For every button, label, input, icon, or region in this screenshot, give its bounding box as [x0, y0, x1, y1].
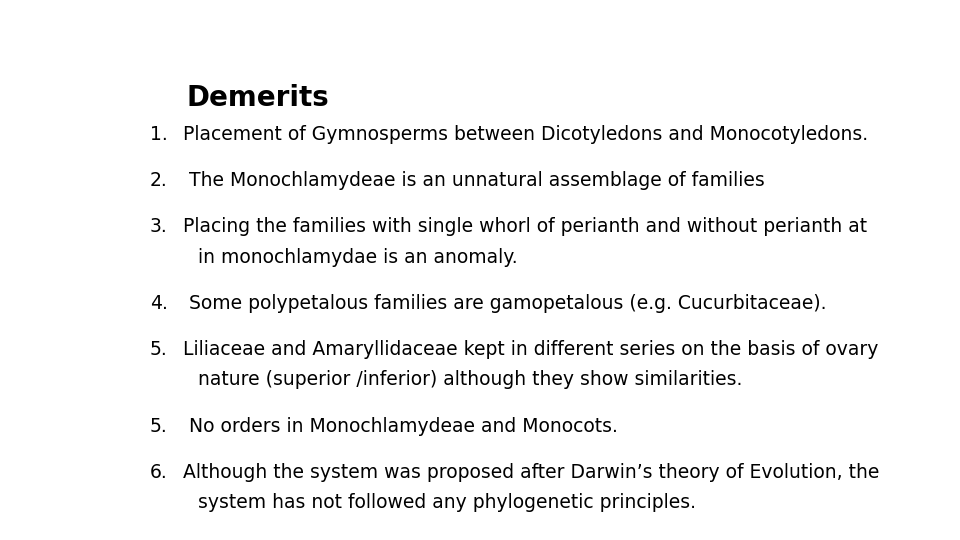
- Text: 4.: 4.: [150, 294, 168, 313]
- Text: Placement of Gymnosperms between Dicotyledons and Monocotyledons.: Placement of Gymnosperms between Dicotyl…: [183, 125, 869, 144]
- Text: 5.: 5.: [150, 416, 167, 436]
- Text: 1.: 1.: [150, 125, 167, 144]
- Text: in monochlamydae is an anomaly.: in monochlamydae is an anomaly.: [198, 248, 517, 267]
- Text: Placing the families with single whorl of perianth and without perianth at: Placing the families with single whorl o…: [183, 218, 868, 237]
- Text: The Monochlamydeae is an unnatural assemblage of families: The Monochlamydeae is an unnatural assem…: [183, 171, 765, 190]
- Text: Liliaceae and Amaryllidaceae kept in different series on the basis of ovary: Liliaceae and Amaryllidaceae kept in dif…: [183, 340, 878, 359]
- Text: Some polypetalous families are gamopetalous (e.g. Cucurbitaceae).: Some polypetalous families are gamopetal…: [183, 294, 827, 313]
- Text: Although the system was proposed after Darwin’s theory of Evolution, the: Although the system was proposed after D…: [183, 463, 879, 482]
- Text: 3.: 3.: [150, 218, 167, 237]
- Text: No orders in Monochlamydeae and Monocots.: No orders in Monochlamydeae and Monocots…: [183, 416, 618, 436]
- Text: 2.: 2.: [150, 171, 167, 190]
- Text: system has not followed any phylogenetic principles.: system has not followed any phylogenetic…: [198, 493, 696, 512]
- Text: 5.: 5.: [150, 340, 167, 359]
- Text: 6.: 6.: [150, 463, 167, 482]
- Text: Demerits: Demerits: [186, 84, 329, 112]
- Text: nature (superior /inferior) although they show similarities.: nature (superior /inferior) although the…: [198, 370, 742, 389]
